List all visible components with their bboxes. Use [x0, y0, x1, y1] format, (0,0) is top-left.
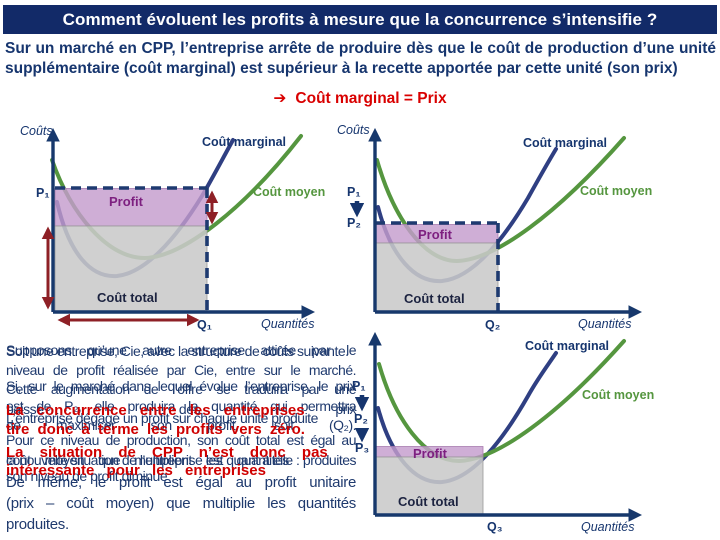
y-axis-label: Coûts [20, 124, 53, 138]
profit-label: Profit [418, 227, 453, 242]
text-layer-profit-formula: De même, le profit est égal au profit un… [6, 474, 356, 533]
marginal-cost-label: Coût marginal [202, 135, 286, 149]
text-layer-supply-up: Cette augmentation de l’offre se traduir… [6, 381, 357, 417]
average-cost-label: Coût moyen [580, 184, 652, 198]
cost-graph-2: Coûts Coût marginal Coût moyen P₁ P₂ Pro… [337, 123, 652, 332]
profit-label: Profit [413, 446, 448, 461]
average-cost-label: Coût moyen [253, 185, 325, 199]
text-layer-profit-falls: son niveau de profit diminue [6, 468, 168, 484]
price-label-p1: P₁ [352, 379, 366, 393]
cost-graph-3: Coût marginal Coût moyen P₁ P₂ P₃ Profit… [352, 331, 654, 534]
conclusion-text: Coût marginal = Prix [295, 90, 447, 107]
text-layer-cpp-red-1: La situation de CPP n’est donc pas [6, 444, 328, 461]
text-layer-new-situation: la nouvelle situation de l’entreprise es… [6, 452, 300, 468]
text-layer-unit-profit: L’entreprise dégage un profit sur chaque… [6, 410, 318, 426]
quantity-label-q1: Q₁ [197, 318, 212, 332]
price-label-p2: P₂ [354, 412, 368, 426]
total-cost-area [374, 456, 484, 516]
price-label-p3: P₃ [355, 441, 369, 455]
total-cost-area [374, 242, 499, 313]
text-layer-premise: Soit une entreprise, Cie, avec la struct… [6, 343, 349, 359]
total-cost-label: Coût total [404, 291, 465, 306]
text-layer-price-choice: Si, sur le marché dans lequel évolue l’e… [6, 378, 357, 433]
total-cost-label: Coût total [97, 290, 158, 305]
text-layer-competition-red-1: La concurrence entre les entreprises [6, 402, 305, 419]
right-arrow-icon: ➔ [273, 90, 287, 107]
x-axis-label: Quantités [578, 317, 632, 331]
total-cost-label: Coût total [398, 494, 459, 509]
profit-label: Profit [109, 194, 144, 209]
text-layer-cpp-red-2: intéressante pour les entreprises [6, 462, 266, 479]
cost-graph-1: Coûts Coût marginal Coût moyen P₁ Profit… [20, 124, 325, 332]
title-bar: Comment évoluent les profits à mesure qu… [3, 5, 717, 34]
average-cost-label: Coût moyen [582, 388, 654, 402]
y-axis-label: Coûts [337, 123, 370, 137]
total-cost-area [54, 225, 208, 313]
text-layer-new-entrant: Supposons qu’une autre entreprise attiré… [6, 342, 357, 378]
text-layer-total-cost: Pour ce niveau de production, son coût t… [6, 432, 357, 468]
x-axis-label: Quantités [261, 317, 315, 331]
price-label-p1: P₁ [36, 186, 50, 200]
text-layer-competition-red-2: tire donc à terme les profits vers zéro. [6, 421, 305, 438]
price-label-p2: P₂ [347, 216, 361, 230]
quantity-label-q2: Q₂ [485, 318, 500, 332]
quantity-label-q3: Q₃ [487, 520, 503, 534]
intro-paragraph: Sur un marché en CPP, l’entreprise arrêt… [5, 40, 716, 77]
price-label-p1: P₁ [347, 185, 361, 199]
marginal-cost-label: Coût marginal [523, 136, 607, 150]
conclusion-line: ➔ Coût marginal = Prix [0, 89, 720, 108]
marginal-cost-label: Coût marginal [525, 339, 609, 353]
profit-area [54, 188, 208, 227]
x-axis-label: Quantités [581, 520, 635, 534]
slide-title: Comment évoluent les profits à mesure qu… [62, 9, 658, 29]
